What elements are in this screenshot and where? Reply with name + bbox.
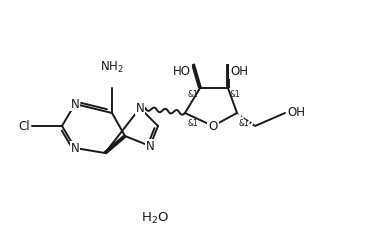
Text: &1: &1 (230, 90, 241, 99)
Text: OH: OH (287, 107, 305, 120)
Text: O: O (208, 120, 218, 133)
Text: N: N (145, 139, 154, 153)
Text: N: N (71, 141, 79, 154)
Text: Cl: Cl (18, 120, 30, 133)
Text: &1: &1 (187, 90, 198, 99)
Text: H$_2$O: H$_2$O (141, 210, 169, 226)
Text: &1: &1 (239, 119, 250, 128)
Text: N: N (136, 102, 144, 114)
Text: N: N (71, 97, 79, 110)
Text: NH$_2$: NH$_2$ (100, 60, 124, 75)
Text: HO: HO (173, 65, 191, 78)
Text: &1: &1 (188, 119, 199, 128)
Text: OH: OH (230, 65, 248, 78)
